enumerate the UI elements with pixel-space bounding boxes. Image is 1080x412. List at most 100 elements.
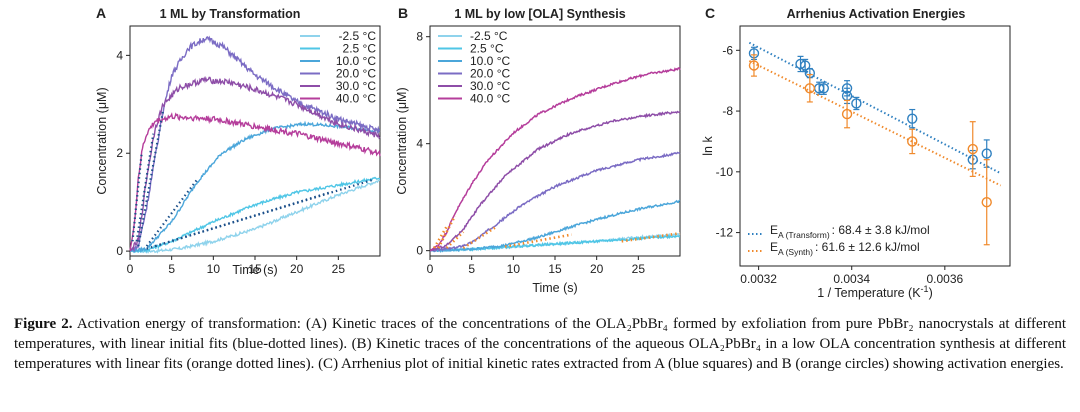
y-tick-label: 2 [116,146,123,160]
legend-entry: 10.0 °C [336,54,376,68]
x-tick-label: 20 [590,262,604,276]
legend-entry: 2.5 °C [343,42,377,56]
fit-line [621,231,681,243]
data-point [818,83,829,94]
legend-entry-transform: EA (Transform): 68.4 ± 3.8 kJ/mol [770,223,930,240]
panel-c-yticks: -6 -8 -10 -12 [716,43,740,240]
panel-a-series [129,35,381,254]
y-tick-label: -10 [716,165,734,179]
panel-a-xlabel: Time (s) [232,263,277,277]
y-tick-label: 8 [416,30,423,44]
y-tick-label: 4 [116,48,123,62]
legend-entry: -2.5 °C [470,29,508,43]
data-point [804,83,816,94]
x-tick-label: 20 [290,262,304,276]
x-tick-label: 0 [127,262,134,276]
legend-entry: 10.0 °C [470,54,510,68]
panel-a-xticks: 0 5 10 15 20 25 [127,256,346,276]
x-tick-label: 5 [468,262,475,276]
x-tick-label: 15 [548,262,562,276]
series-line [129,76,381,252]
y-tick-label: 4 [416,137,423,151]
y-tick-label: -12 [716,226,734,240]
x-tick-label: 0.0036 [926,272,963,286]
series-line [129,120,381,254]
panel-b-yticks: 0 4 8 [416,30,430,258]
panel-c-legend: EA (Transform): 68.4 ± 3.8 kJ/mol EA (Sy… [748,223,930,257]
series-line [130,179,381,254]
panel-b-xticks: 0 5 10 15 20 25 [427,256,646,276]
data-point [748,60,760,71]
legend-entry: 30.0 °C [470,79,510,93]
x-tick-label: 5 [168,262,175,276]
legend-entry: 40.0 °C [470,92,510,106]
data-point [799,60,811,71]
fit-line [154,179,372,248]
x-tick-label: 10 [507,262,521,276]
data-point [907,113,918,124]
panel-letter-c: C [705,5,715,21]
panel-b-legend: -2.5 °C 2.5 °C 10.0 °C 20.0 °C 30.0 °C 4… [438,29,510,106]
fit-line [437,215,457,249]
panel-c-series [748,41,1002,246]
data-point [981,197,992,208]
fit-line [135,133,155,242]
legend-entry-synth: EA (Synth): 61.6 ± 12.6 kJ/mol [770,240,920,257]
x-tick-label: 0 [427,262,434,276]
series-line [130,176,381,253]
panel-b-series [429,67,681,254]
y-tick-label: 0 [416,244,423,258]
panel-c-frame [739,25,1011,267]
figure-2: A 1 ML by Transformation 0 5 10 15 20 25… [95,5,1011,300]
legend-entry: 2.5 °C [470,42,504,56]
legend-entry: 40.0 °C [336,92,376,106]
fit-line [433,225,448,249]
panel-a-yticks: 0 2 4 [116,48,130,258]
caption-lead: Figure 2. [14,316,73,332]
fit-line [145,179,198,247]
x-tick-label: 0.0032 [740,272,777,286]
series-line [429,110,681,252]
series-line [429,67,681,252]
panel-b: B 1 ML by low [OLA] Synthesis 0 5 10 15 … [395,5,681,295]
panel-b-ylabel: Concentration (μM) [395,87,409,194]
y-tick-label: 0 [116,244,123,258]
y-tick-label: -6 [722,43,733,57]
x-tick-label: 15 [248,262,262,276]
legend-entry: -2.5 °C [339,29,377,43]
series-line [429,199,681,254]
legend-entry: 30.0 °C [336,79,376,93]
x-tick-label: 10 [207,262,221,276]
panel-c: C Arrhenius Activation Energies 0.0032 0… [701,5,1011,300]
panel-b-xlabel: Time (s) [532,281,577,295]
panel-c-title: Arrhenius Activation Energies [787,7,966,21]
legend-entry: 20.0 °C [336,67,376,81]
panel-a-legend: -2.5 °C 2.5 °C 10.0 °C 20.0 °C 30.0 °C 4… [300,29,376,106]
panel-a-ylabel: Concentration (μM) [95,87,109,194]
figure-caption: Figure 2. Activation energy of transform… [14,314,1066,374]
panel-a: A 1 ML by Transformation 0 5 10 15 20 25… [95,5,381,277]
fit-line [748,60,1002,187]
fit-line [445,230,465,249]
data-point [967,143,978,155]
fit-line [131,153,143,242]
data-point [981,148,992,159]
data-point [841,108,853,120]
panel-c-ylabel: ln k [701,136,715,156]
caption-text: Activation energy of transformation: (A)… [14,316,1067,372]
data-point [907,136,918,147]
data-point [851,98,862,109]
x-tick-label: 25 [632,262,646,276]
panel-b-title: 1 ML by low [OLA] Synthesis [454,7,625,21]
fit-line [137,108,165,247]
panel-c-xlabel: 1 / Temperature (K-1) [817,284,932,300]
panel-letter-b: B [398,5,408,21]
panel-a-title: 1 ML by Transformation [160,7,301,21]
series-line [129,112,381,252]
panel-c-xticks: 0.0032 0.0034 0.0036 [740,266,964,286]
panel-letter-a: A [96,5,106,21]
legend-entry: 20.0 °C [470,67,510,81]
series-line [129,35,381,252]
y-tick-label: -8 [722,104,733,118]
x-tick-label: 25 [332,262,346,276]
